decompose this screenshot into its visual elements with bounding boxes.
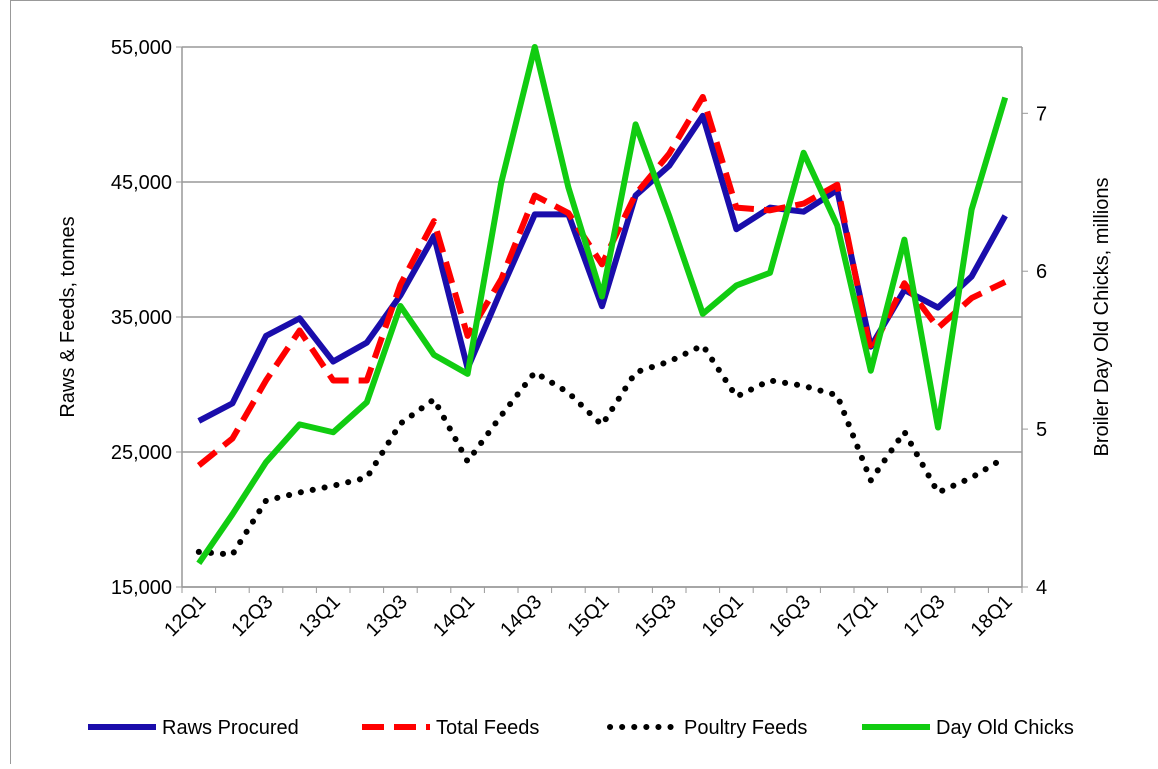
x-tick-label: 15Q1 xyxy=(563,591,613,641)
x-tick-label: 14Q1 xyxy=(429,591,479,641)
legend-label: Poultry Feeds xyxy=(684,717,807,739)
x-tick-label: 17Q3 xyxy=(899,591,949,641)
x-tick-label: 18Q1 xyxy=(967,591,1017,641)
x-tick-label: 15Q3 xyxy=(631,591,681,641)
y2-tick-label: 5 xyxy=(1036,419,1047,441)
x-tick-label: 12Q3 xyxy=(227,591,277,641)
legend-label: Total Feeds xyxy=(436,717,539,739)
y-tick-label: 15,000 xyxy=(111,577,172,599)
x-tick-label: 16Q1 xyxy=(698,591,748,641)
series-line xyxy=(199,116,1005,421)
series-line xyxy=(199,345,1005,554)
legend-label: Day Old Chicks xyxy=(936,717,1074,739)
legend-label: Raws Procured xyxy=(162,717,299,739)
y-axis-title: Raws & Feeds, tonnes xyxy=(57,216,79,417)
x-tick-label: 17Q1 xyxy=(832,591,882,641)
x-tick-label: 13Q1 xyxy=(295,591,345,641)
y2-axis-title: Broiler Day Old Chicks, millions xyxy=(1091,178,1113,457)
y2-tick-label: 6 xyxy=(1036,261,1047,283)
y-tick-label: 55,000 xyxy=(111,37,172,59)
x-tick-label: 14Q3 xyxy=(496,591,546,641)
x-tick-label: 16Q3 xyxy=(765,591,815,641)
y-tick-label: 25,000 xyxy=(111,442,172,464)
y2-tick-label: 7 xyxy=(1036,103,1047,125)
x-tick-label: 13Q3 xyxy=(362,591,412,641)
y-tick-label: 35,000 xyxy=(111,307,172,329)
y2-tick-label: 4 xyxy=(1036,577,1047,599)
y-tick-label: 45,000 xyxy=(111,172,172,194)
